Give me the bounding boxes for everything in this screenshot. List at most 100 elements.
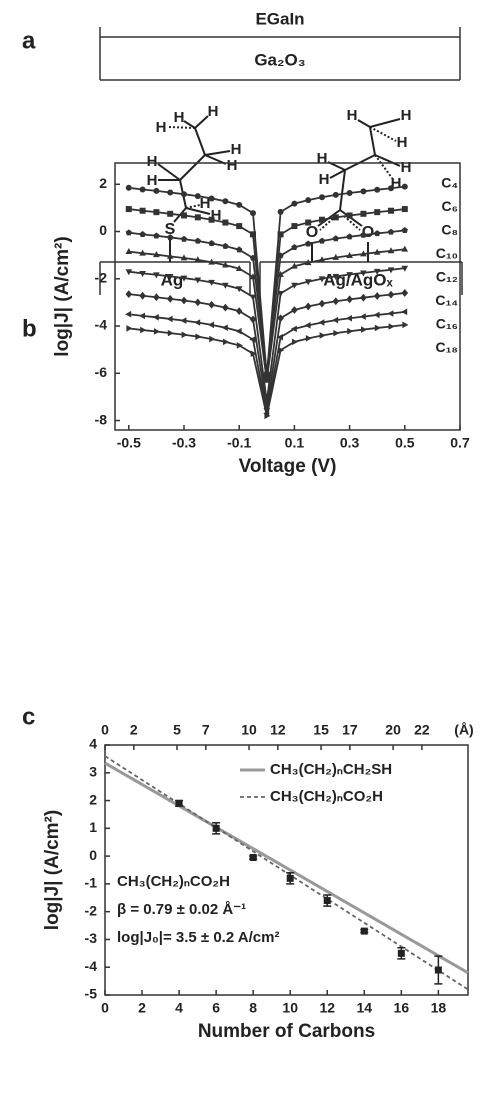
- marker: [235, 265, 243, 272]
- marker: [235, 307, 243, 316]
- atom: S: [165, 221, 176, 238]
- marker: [332, 214, 339, 221]
- y-tick-label: 4: [89, 736, 97, 752]
- atom: H: [401, 107, 412, 124]
- data-point: [249, 854, 257, 861]
- fit-line: [104, 761, 469, 975]
- marker: [167, 210, 174, 217]
- marker: [360, 250, 367, 257]
- data-point: [397, 949, 405, 957]
- marker: [249, 315, 257, 324]
- marker: [387, 247, 395, 254]
- marker: [180, 317, 187, 324]
- marker: [153, 293, 160, 302]
- marker: [194, 277, 202, 284]
- x-tick-label: 0: [101, 1000, 109, 1016]
- y-tick-label: 0: [89, 847, 97, 863]
- marker: [374, 324, 381, 332]
- marker: [360, 210, 367, 217]
- marker: [388, 207, 394, 214]
- marker: [208, 216, 215, 223]
- marker: [194, 298, 202, 307]
- marker: [304, 302, 312, 311]
- panel-label: b: [22, 315, 37, 342]
- left-molecule-bonds: [157, 115, 231, 262]
- marker: [125, 269, 133, 276]
- marker: [167, 329, 174, 337]
- x2-tick-label: 7: [202, 722, 210, 738]
- marker: [208, 321, 214, 329]
- marker: [152, 313, 159, 321]
- marker: [318, 256, 326, 263]
- marker: [305, 335, 312, 342]
- atom: H: [208, 103, 219, 120]
- x-axis-label: Number of Carbons: [198, 1021, 375, 1042]
- marker: [166, 294, 174, 303]
- marker: [208, 258, 215, 265]
- marker: [333, 329, 340, 337]
- data-point: [323, 897, 331, 905]
- marker: [125, 248, 133, 255]
- marker: [374, 230, 381, 237]
- atom: H: [227, 157, 238, 174]
- marker: [235, 286, 243, 293]
- marker: [277, 252, 284, 259]
- marker: [291, 262, 298, 269]
- y-tick-label: -8: [95, 411, 108, 427]
- marker: [236, 246, 243, 253]
- marker: [360, 293, 367, 302]
- marker: [277, 333, 283, 341]
- y-axis-label: log|J| (A/cm²): [42, 810, 63, 930]
- marker: [291, 244, 298, 251]
- marker: [387, 228, 395, 235]
- marker: [153, 272, 160, 279]
- x-tick-label: 2: [138, 1000, 146, 1016]
- substrate-boxes: [99, 261, 463, 295]
- marker: [125, 229, 132, 236]
- y-tick-label: -1: [85, 875, 98, 891]
- x-tick-label: 0.7: [450, 435, 470, 451]
- marker: [125, 206, 132, 213]
- atom: O: [306, 224, 318, 241]
- x-tick-label: 14: [356, 1000, 372, 1016]
- series-label: C₁₈: [436, 339, 458, 355]
- x2-tick-label: 5: [173, 722, 181, 738]
- marker: [318, 237, 326, 244]
- marker: [401, 183, 408, 190]
- marker: [236, 201, 243, 208]
- atom: H: [156, 119, 167, 136]
- marker: [154, 328, 160, 335]
- y-tick-label: -5: [85, 986, 98, 1002]
- marker: [347, 327, 354, 335]
- atom: H: [200, 195, 211, 212]
- marker: [373, 292, 381, 300]
- marker: [139, 312, 145, 320]
- y-tick-label: 2: [89, 791, 97, 807]
- panel-label: c: [22, 703, 35, 730]
- x2-tick-label: 2: [130, 722, 138, 738]
- marker: [332, 274, 340, 281]
- marker: [139, 186, 146, 193]
- atom: H: [231, 141, 242, 158]
- marker: [346, 252, 353, 259]
- marker: [222, 261, 229, 268]
- marker: [361, 326, 367, 333]
- marker: [250, 210, 256, 217]
- annotation: log|J₀|= 3.5 ± 0.2 A/cm²: [117, 929, 279, 946]
- marker: [387, 290, 395, 299]
- marker: [305, 219, 312, 226]
- y-tick-label: -3: [85, 930, 98, 946]
- x2-tick-label: 15: [313, 722, 329, 738]
- marker: [304, 279, 312, 286]
- marker: [249, 254, 257, 261]
- marker: [304, 259, 312, 266]
- marker: [180, 235, 188, 242]
- marker: [194, 256, 202, 263]
- y-tick-label: 1: [89, 819, 97, 835]
- marker: [346, 314, 352, 322]
- marker: [388, 185, 394, 192]
- marker: [249, 336, 256, 343]
- marker: [332, 191, 339, 198]
